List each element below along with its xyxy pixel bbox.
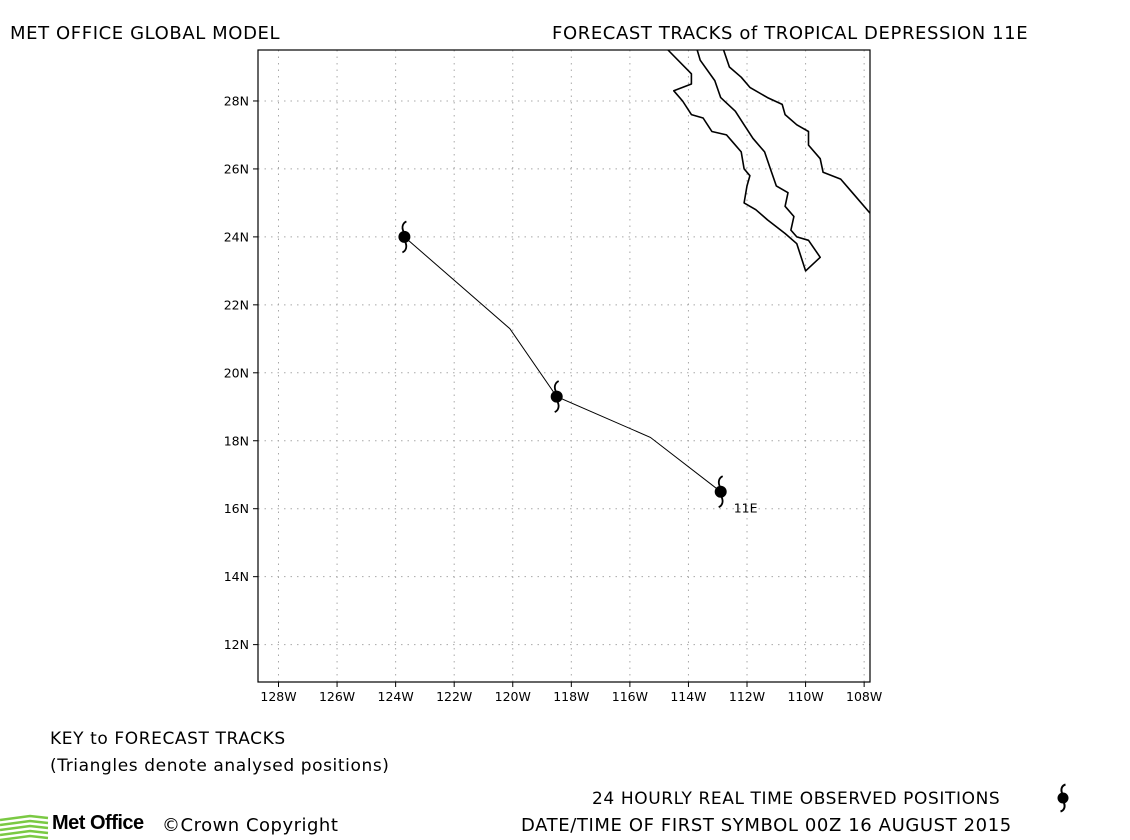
storm-center (550, 390, 563, 403)
lat-tick-label: 12N (224, 637, 249, 652)
hurricane-symbol-icon (398, 220, 411, 254)
coastline-segment (667, 49, 821, 272)
lon-tick-label: 122W (436, 689, 472, 704)
header-forecast-title: FORECAST TRACKS of TROPICAL DEPRESSION 1… (552, 23, 1029, 44)
storm-spiral-arm (401, 242, 408, 254)
lon-tick-label: 108W (846, 689, 882, 704)
lat-tick-label: 14N (224, 569, 249, 584)
lon-tick-label: 126W (319, 689, 355, 704)
hurricane-symbol-icon (550, 380, 563, 413)
storm-spiral-arm (553, 380, 560, 392)
coastline-segment (722, 49, 871, 214)
lon-tick-label: 120W (495, 689, 531, 704)
storm-spiral-arm (401, 220, 407, 232)
lat-tick-label: 16N (224, 501, 249, 516)
storm-track (404, 236, 722, 493)
lat-tick-label: 20N (224, 365, 249, 380)
lon-tick-label: 114W (670, 689, 706, 704)
storm-spiral-arm (717, 475, 724, 487)
observed-positions-legend: 24 HOURLY REAL TIME OBSERVED POSITIONS (592, 789, 1001, 809)
hurricane-symbol-icon (714, 475, 727, 509)
storm-center (714, 485, 727, 498)
storm-spiral-arm (554, 401, 560, 413)
map-frame (257, 49, 871, 683)
longitude-labels: 128W 126W 124W 122W 120W 118W 116W 114W 112W 110W… (260, 689, 882, 704)
lat-tick-label: 28N (224, 93, 249, 108)
storm-positions (398, 220, 727, 509)
met-office-wordmark: Met Office (52, 812, 144, 834)
map-grid (258, 50, 870, 682)
lat-tick-label: 24N (224, 229, 249, 244)
lon-tick-label: 118W (553, 689, 589, 704)
storm-label: 11E (734, 501, 758, 516)
lat-tick-label: 18N (224, 433, 249, 448)
key-note: (Triangles denote analysed positions) (50, 756, 390, 776)
lat-tick-label: 22N (224, 297, 249, 312)
storm-spiral-arm (718, 496, 724, 509)
header-model-title: MET OFFICE GLOBAL MODEL (10, 23, 281, 44)
lon-tick-label: 110W (787, 689, 823, 704)
lon-tick-label: 128W (260, 689, 296, 704)
lon-tick-label: 116W (612, 689, 648, 704)
axis-ticks (253, 100, 865, 687)
lat-tick-label: 26N (224, 161, 249, 176)
key-title: KEY to FORECAST TRACKS (50, 729, 286, 749)
lon-tick-label: 112W (729, 689, 765, 704)
latitude-labels: 12N 14N 16N 18N 20N 22N 24N 26N 28N (224, 93, 249, 652)
lon-tick-label: 124W (378, 689, 414, 704)
hurricane-symbol-icon (1057, 783, 1069, 813)
crown-copyright: ©Crown Copyright (162, 815, 339, 836)
met-office-logo-mark (0, 814, 49, 840)
first-symbol-datetime: DATE/TIME OF FIRST SYMBOL 00Z 16 AUGUST … (521, 815, 1012, 836)
storm-center (398, 230, 411, 243)
forecast-track-line (404, 236, 722, 493)
coastline (667, 49, 871, 272)
met-office-logo: Met Office ©Crown Copyright (0, 812, 370, 840)
